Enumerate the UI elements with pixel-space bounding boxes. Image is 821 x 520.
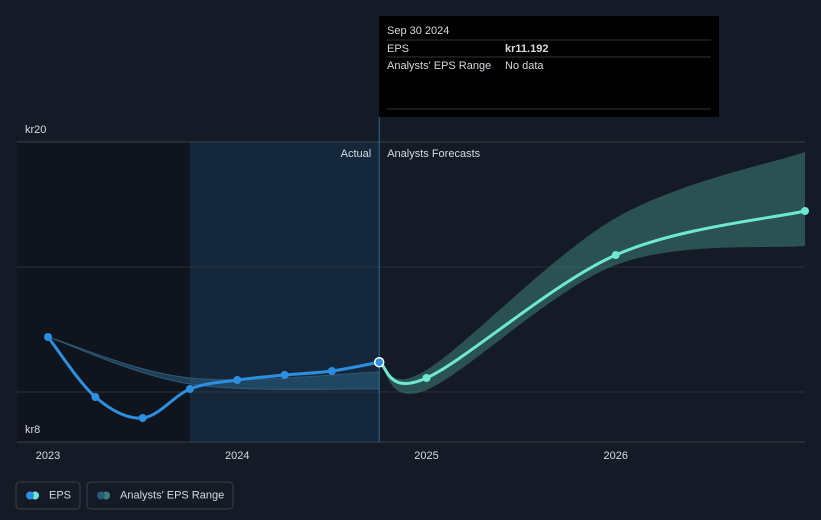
- x-tick-label: 2024: [225, 450, 249, 462]
- actual-label: Actual: [341, 148, 372, 160]
- legend-button[interactable]: [15, 481, 81, 510]
- legend-swatch: [97, 491, 105, 500]
- tooltip-value: kr11.192: [505, 43, 548, 55]
- forecast-band: [379, 152, 805, 394]
- eps-point: [373, 356, 385, 368]
- forecast-label: Analysts Forecasts: [387, 148, 480, 160]
- x-tick-label: 2025: [414, 450, 438, 462]
- legend-range[interactable]: Analysts' EPS Range: [86, 481, 234, 510]
- eps-point: [91, 393, 100, 401]
- eps-point: [138, 414, 147, 422]
- tooltip: Sep 30 2024 EPS kr11.192 Analysts' EPS Rang…: [379, 16, 719, 117]
- hover-region: [189, 142, 380, 442]
- legend-label: Analysts' EPS Range: [120, 489, 224, 501]
- legend-swatch: [26, 491, 34, 500]
- eps-point: [327, 367, 336, 375]
- legend-eps[interactable]: EPS: [15, 481, 81, 510]
- forecast-line: [378, 209, 806, 385]
- tooltip-value: No data: [505, 60, 544, 72]
- forecast-point: [611, 251, 620, 259]
- past-region: [17, 142, 190, 442]
- forecast-point: [801, 207, 809, 215]
- x-tick-label: 2026: [604, 450, 628, 462]
- x-tick-label: 2023: [36, 450, 60, 462]
- eps-point: [233, 376, 242, 384]
- eps-point: [280, 371, 289, 379]
- legend-button[interactable]: [86, 481, 234, 510]
- forecast-point: [422, 374, 431, 382]
- eps-point: [44, 333, 53, 341]
- tooltip-date: Sep 30 2024: [387, 25, 449, 37]
- y-tick-label: kr8: [25, 424, 40, 436]
- tooltip-label: Analysts' EPS Range: [387, 60, 491, 72]
- y-tick-label: kr20: [25, 124, 46, 136]
- legend-label: EPS: [49, 489, 71, 501]
- tooltip-label: EPS: [387, 43, 409, 55]
- tooltip-box: [379, 16, 719, 117]
- eps-point: [185, 385, 194, 393]
